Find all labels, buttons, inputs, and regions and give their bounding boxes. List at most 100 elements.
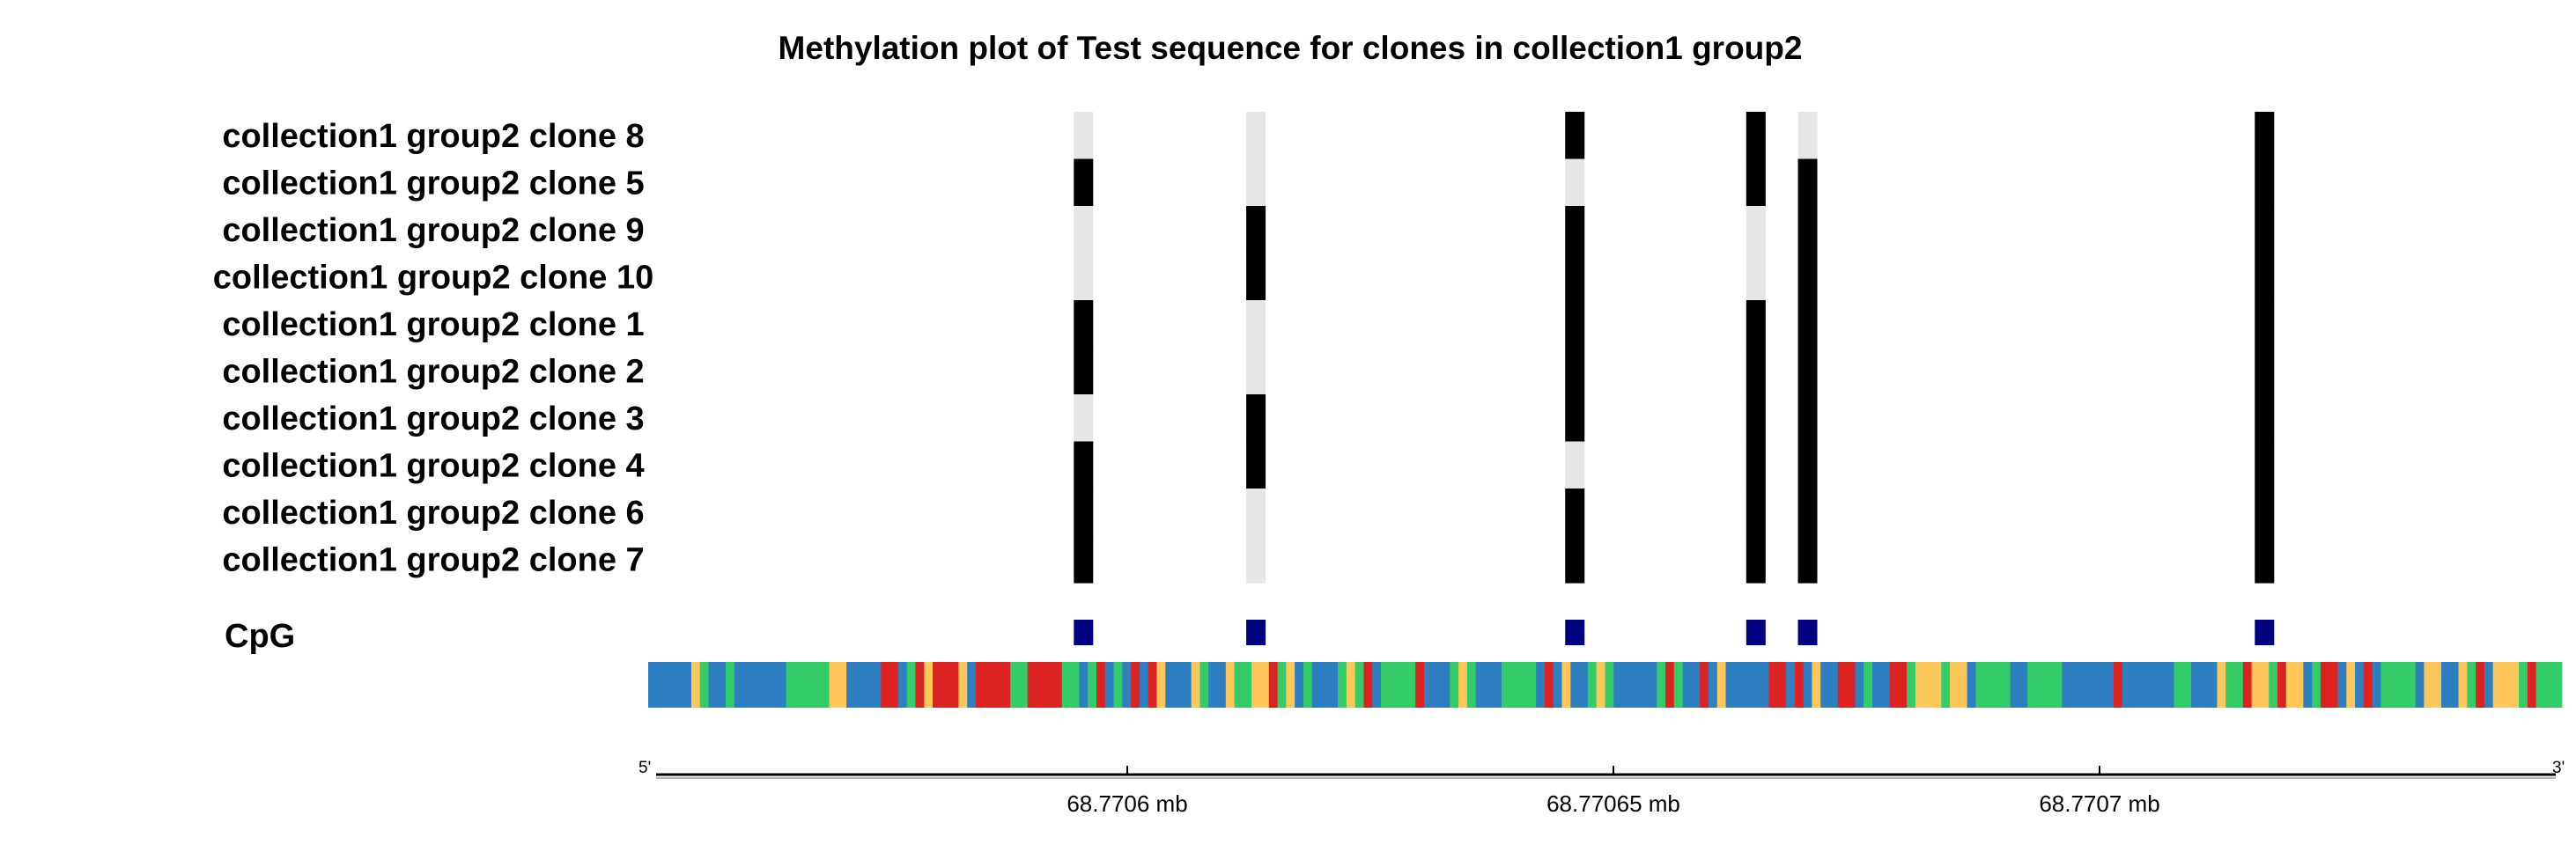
sequence-base <box>1527 662 1537 708</box>
unmethylated-cell <box>1565 441 1585 489</box>
sequence-base <box>846 662 856 708</box>
sequence-base <box>949 662 959 708</box>
sequence-base <box>1691 662 1701 708</box>
sequence-base <box>1243 662 1252 708</box>
sequence-base <box>1880 662 1890 708</box>
sequence-base <box>1191 662 1200 708</box>
sequence-base <box>2277 662 2287 708</box>
sequence-base <box>717 662 727 708</box>
sequence-base <box>1622 662 1632 708</box>
sequence-base <box>1596 662 1605 708</box>
sequence-base <box>1553 662 1562 708</box>
sequence-base <box>1070 662 1080 708</box>
cpg-markers <box>1074 620 2275 645</box>
methylated-cell <box>1074 489 1094 537</box>
sequence-base <box>2174 662 2183 708</box>
sequence-base <box>1295 662 1304 708</box>
sequence-base <box>1044 662 1054 708</box>
sequence-base <box>2406 662 2416 708</box>
sequence-base <box>1794 662 1805 708</box>
sequence-base <box>2053 662 2063 708</box>
sequence-base <box>674 662 683 708</box>
unmethylated-cell <box>1246 300 1266 349</box>
clone-label: collection1 group2 clone 8 <box>222 118 644 155</box>
sequence-base <box>2139 662 2149 708</box>
sequence-base <box>1743 662 1753 708</box>
methylated-cell <box>2255 394 2275 443</box>
sequence-base <box>2078 662 2089 708</box>
sequence-base <box>1657 662 1666 708</box>
methylated-cell <box>1246 253 1266 301</box>
sequence-base <box>2260 662 2270 708</box>
sequence-base <box>769 662 779 708</box>
methylated-cell <box>1074 300 1094 349</box>
clone-label: collection1 group2 clone 5 <box>222 165 644 202</box>
methylated-cell <box>1746 300 1766 349</box>
sequence-base <box>786 662 795 708</box>
sequence-base <box>1475 662 1485 708</box>
sequence-base <box>760 662 770 708</box>
sequence-base <box>1967 662 1976 708</box>
sequence-base <box>1673 662 1683 708</box>
sequence-base <box>2535 662 2545 708</box>
sequence-base <box>811 662 822 708</box>
sequence-base <box>1165 662 1175 708</box>
cpg-marker <box>2255 620 2275 645</box>
cpg-marker <box>1746 620 1766 645</box>
axis-tick-label: 68.7707 mb <box>2039 790 2159 817</box>
methylated-cell <box>1246 441 1266 489</box>
sequence-base <box>2182 662 2192 708</box>
sequence-base <box>1053 662 1063 708</box>
sequence-base <box>1898 662 1908 708</box>
sequence-base <box>1104 662 1114 708</box>
sequence-base <box>742 662 752 708</box>
sequence-base <box>1259 662 1270 708</box>
sequence-base <box>2553 662 2563 708</box>
methylated-cell <box>1074 158 1094 207</box>
methylated-cell <box>1797 206 1818 254</box>
sequence-base <box>1915 662 1925 708</box>
sequence-base <box>1864 662 1873 708</box>
sequence-base <box>1777 662 1787 708</box>
methylated-cell <box>1797 535 1818 584</box>
cpg-marker <box>1565 620 1585 645</box>
sequence-base <box>872 662 882 708</box>
sequence-base <box>2105 662 2115 708</box>
sequence-base <box>1536 662 1546 708</box>
cpg-marker <box>1797 620 1818 645</box>
five-prime-label: 5' <box>638 759 651 777</box>
sequence-base <box>1001 662 1011 708</box>
sequence-base <box>1346 662 1356 708</box>
sequence-base <box>1786 662 1796 708</box>
sequence-base <box>1389 662 1399 708</box>
sequence-base <box>2191 662 2201 708</box>
clone-label: collection1 group2 clone 2 <box>222 353 644 390</box>
unmethylated-cell <box>1246 535 1266 584</box>
sequence-base <box>2165 662 2174 708</box>
methylated-cell <box>1565 206 1585 254</box>
sequence-base <box>1458 662 1468 708</box>
methylated-cell <box>1797 489 1818 537</box>
sequence-base <box>2269 662 2278 708</box>
sequence-base <box>1131 662 1140 708</box>
clone-label: collection1 group2 clone 3 <box>222 400 644 437</box>
sequence-base <box>2329 662 2338 708</box>
sequence-base <box>2285 662 2295 708</box>
sequence-base <box>1450 662 1459 708</box>
sequence-base <box>2225 662 2235 708</box>
methylated-cell <box>1246 394 1266 443</box>
sequence-base <box>699 662 709 708</box>
sequence-base <box>1837 662 1847 708</box>
unmethylated-cell <box>1074 112 1094 160</box>
sequence-base <box>1088 662 1097 708</box>
unmethylated-cell <box>1246 112 1266 160</box>
sequence-base <box>2501 662 2511 708</box>
sequence-base <box>708 662 718 708</box>
sequence-base <box>1518 662 1528 708</box>
sequence-base <box>1234 662 1244 708</box>
sequence-base <box>2217 662 2226 708</box>
sequence-base <box>1277 662 1287 708</box>
sequence-base <box>1423 662 1434 708</box>
sequence-base <box>967 662 977 708</box>
